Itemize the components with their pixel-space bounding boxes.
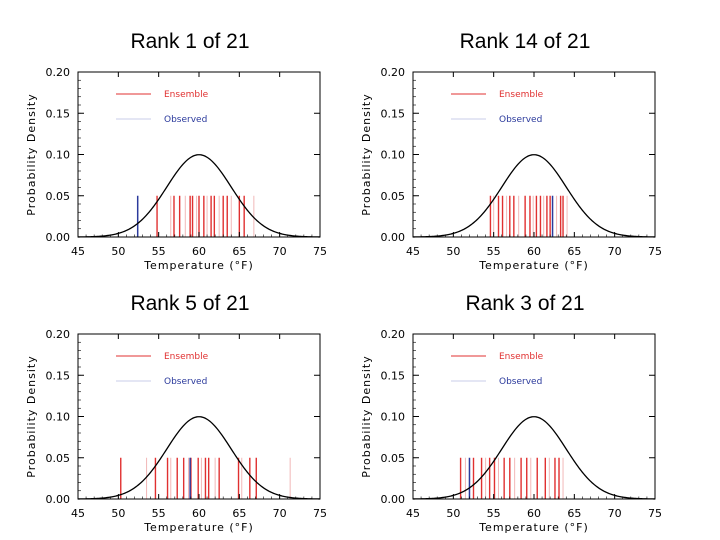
- x-tick-label: 60: [527, 507, 541, 520]
- y-tick-label: 0.20: [46, 328, 71, 341]
- x-tick-label: 75: [648, 245, 662, 258]
- x-tick-label: 55: [152, 507, 166, 520]
- y-axis-label: Probability Density: [25, 355, 38, 477]
- x-tick-label: 55: [487, 507, 501, 520]
- y-axis-label: Probability Density: [360, 355, 373, 477]
- x-tick-label: 70: [608, 507, 622, 520]
- x-tick-label: 60: [527, 245, 541, 258]
- chart-panel-rank-1: Rank 1 of 21 45 50 55 60 65 70 75 0.00 0.05 0.10 0…: [20, 30, 360, 275]
- legend-observed-label: Observed: [499, 115, 542, 125]
- y-tick-label: 0.05: [46, 452, 71, 465]
- x-tick-label: 65: [567, 245, 581, 258]
- x-axis-label: Temperature (°F): [143, 259, 254, 272]
- x-tick-label: 50: [111, 245, 125, 258]
- x-tick-label: 50: [111, 507, 125, 520]
- x-axis-label: Temperature (°F): [478, 521, 589, 534]
- y-tick-label: 0.20: [381, 66, 406, 79]
- legend-observed-label: Observed: [499, 377, 542, 387]
- normal-distribution-curve: [412, 416, 656, 500]
- x-axis-label: Temperature (°F): [143, 521, 254, 534]
- x-tick-label: 65: [232, 507, 246, 520]
- normal-distribution-curve: [412, 154, 656, 238]
- legend-observed-label: Observed: [164, 377, 207, 387]
- x-tick-label: 50: [446, 507, 460, 520]
- x-tick-label: 75: [313, 245, 327, 258]
- y-tick-label: 0.05: [381, 190, 406, 203]
- x-tick-label: 65: [232, 245, 246, 258]
- x-tick-label: 60: [192, 245, 206, 258]
- chart-panel-rank-3: Rank 3 of 21 45 50 55 60 65 70 75 0.00 0.05 0.10 0…: [355, 292, 695, 537]
- legend-ensemble-label: Ensemble: [499, 352, 544, 362]
- x-tick-label: 55: [152, 245, 166, 258]
- y-tick-label: 0.00: [381, 231, 406, 244]
- y-tick-label: 0.00: [46, 231, 71, 244]
- x-tick-label: 60: [192, 507, 206, 520]
- y-tick-label: 0.10: [381, 411, 406, 424]
- x-tick-label: 45: [71, 507, 85, 520]
- y-axis-label: Probability Density: [25, 93, 38, 215]
- chart-title: Rank 3 of 21: [465, 292, 585, 315]
- x-tick-label: 65: [567, 507, 581, 520]
- y-tick-label: 0.15: [46, 107, 71, 120]
- x-tick-label: 75: [648, 507, 662, 520]
- y-tick-label: 0.15: [381, 107, 406, 120]
- plot-area: 45 50 55 60 65 70 75 0.00 0.05 0.10 0.15 0.20 Temper…: [25, 328, 327, 534]
- plot-area: 45 50 55 60 65 70 75 0.00 0.05 0.10 0.15 0.20 Temper…: [360, 328, 662, 534]
- chart-panel-rank-5: Rank 5 of 21 45 50 55 60 65 70 75 0.00 0.05 0.10 0…: [20, 292, 360, 537]
- y-tick-label: 0.00: [381, 493, 406, 506]
- normal-distribution-curve: [77, 416, 321, 500]
- x-tick-label: 55: [487, 245, 501, 258]
- x-tick-label: 70: [273, 507, 287, 520]
- y-tick-label: 0.00: [46, 493, 71, 506]
- x-axis-label: Temperature (°F): [478, 259, 589, 272]
- x-tick-label: 45: [406, 245, 420, 258]
- y-tick-label: 0.10: [381, 149, 406, 162]
- plot-area: 45 50 55 60 65 70 75 0.00 0.05 0.10 0.15 0.20 Temper…: [25, 66, 327, 272]
- y-tick-label: 0.20: [381, 328, 406, 341]
- x-tick-label: 45: [71, 245, 85, 258]
- x-tick-label: 75: [313, 507, 327, 520]
- y-tick-label: 0.05: [381, 452, 406, 465]
- x-tick-label: 70: [608, 245, 622, 258]
- x-tick-label: 50: [446, 245, 460, 258]
- y-axis-label: Probability Density: [360, 93, 373, 215]
- y-tick-label: 0.10: [46, 411, 71, 424]
- chart-panel-rank-14: Rank 14 of 21 45 50 55 60 65 70 75 0.00 0.05 0.10…: [355, 30, 695, 275]
- legend-observed-label: Observed: [164, 115, 207, 125]
- y-tick-label: 0.15: [381, 369, 406, 382]
- plot-area: 45 50 55 60 65 70 75 0.00 0.05 0.10 0.15 0.20 Temper…: [360, 66, 662, 272]
- y-tick-label: 0.10: [46, 149, 71, 162]
- x-tick-label: 70: [273, 245, 287, 258]
- legend-ensemble-label: Ensemble: [499, 90, 544, 100]
- chart-title: Rank 5 of 21: [130, 292, 250, 315]
- y-tick-label: 0.15: [46, 369, 71, 382]
- y-tick-label: 0.20: [46, 66, 71, 79]
- x-tick-label: 45: [406, 507, 420, 520]
- y-tick-label: 0.05: [46, 190, 71, 203]
- legend-ensemble-label: Ensemble: [164, 352, 209, 362]
- chart-title: Rank 14 of 21: [459, 30, 591, 53]
- legend-ensemble-label: Ensemble: [164, 90, 209, 100]
- chart-title: Rank 1 of 21: [130, 30, 250, 53]
